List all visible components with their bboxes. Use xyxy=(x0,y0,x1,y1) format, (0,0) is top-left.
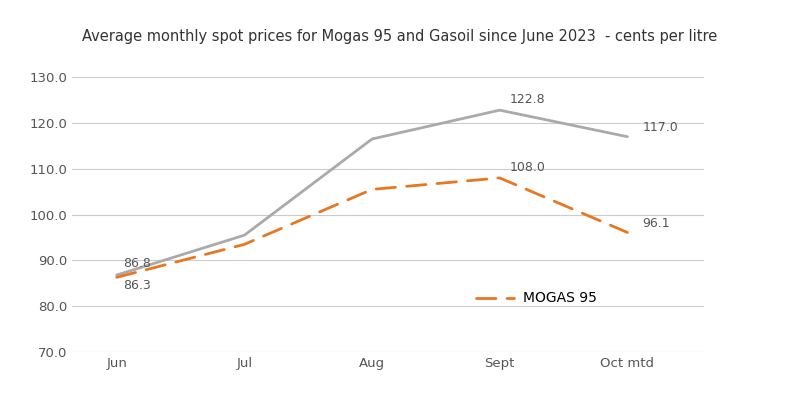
Text: 86.8: 86.8 xyxy=(123,256,151,270)
Legend: MOGAS 95: MOGAS 95 xyxy=(470,286,602,311)
Text: 86.3: 86.3 xyxy=(123,279,151,292)
Text: 108.0: 108.0 xyxy=(510,161,546,174)
Text: Average monthly spot prices for Mogas 95 and Gasoil since June 2023  - cents per: Average monthly spot prices for Mogas 95… xyxy=(82,28,718,44)
Text: 96.1: 96.1 xyxy=(642,217,670,230)
Text: 117.0: 117.0 xyxy=(642,122,678,134)
Text: 122.8: 122.8 xyxy=(510,92,546,106)
